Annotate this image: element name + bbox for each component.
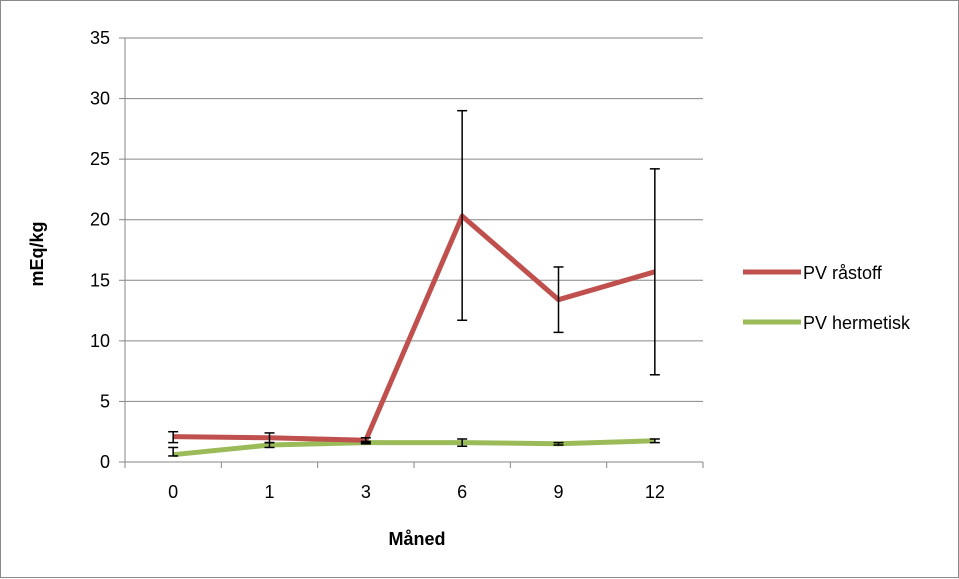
error-bars	[168, 109, 660, 457]
legend-label-pv-rastoff: PV råstoff	[803, 263, 883, 283]
y-tick-label: 35	[90, 28, 110, 48]
series-line-pv-rastoff	[173, 213, 656, 443]
y-tick-label: 0	[100, 452, 110, 472]
legend-label-pv-hermetisk: PV hermetisk	[803, 313, 911, 333]
y-tick-label: 10	[90, 331, 110, 351]
x-axis-title: Måned	[388, 529, 445, 549]
y-tick-label: 25	[90, 149, 110, 169]
series-line-pv-hermetisk	[172, 438, 655, 458]
x-tick-label: 1	[264, 482, 274, 502]
series-lines	[172, 213, 656, 458]
y-axis-ticks: 0 5 10 15 20 25 30 35	[90, 28, 125, 472]
x-axis-ticks: 0 1 3 6 9 12	[124, 462, 704, 502]
y-tick-label: 15	[90, 270, 110, 290]
axes	[124, 38, 703, 463]
gridlines	[125, 37, 703, 402]
legend: PV råstoff PV hermetisk	[743, 263, 911, 333]
y-tick-label: 30	[90, 89, 110, 109]
x-tick-label: 12	[645, 482, 665, 502]
y-tick-label: 5	[100, 391, 110, 411]
x-tick-label: 6	[457, 482, 467, 502]
x-tick-label: 3	[361, 482, 371, 502]
y-tick-label: 20	[90, 210, 110, 230]
y-axis-title: mEq/kg	[27, 221, 47, 286]
x-tick-label: 0	[168, 482, 178, 502]
x-tick-label: 9	[553, 482, 563, 502]
